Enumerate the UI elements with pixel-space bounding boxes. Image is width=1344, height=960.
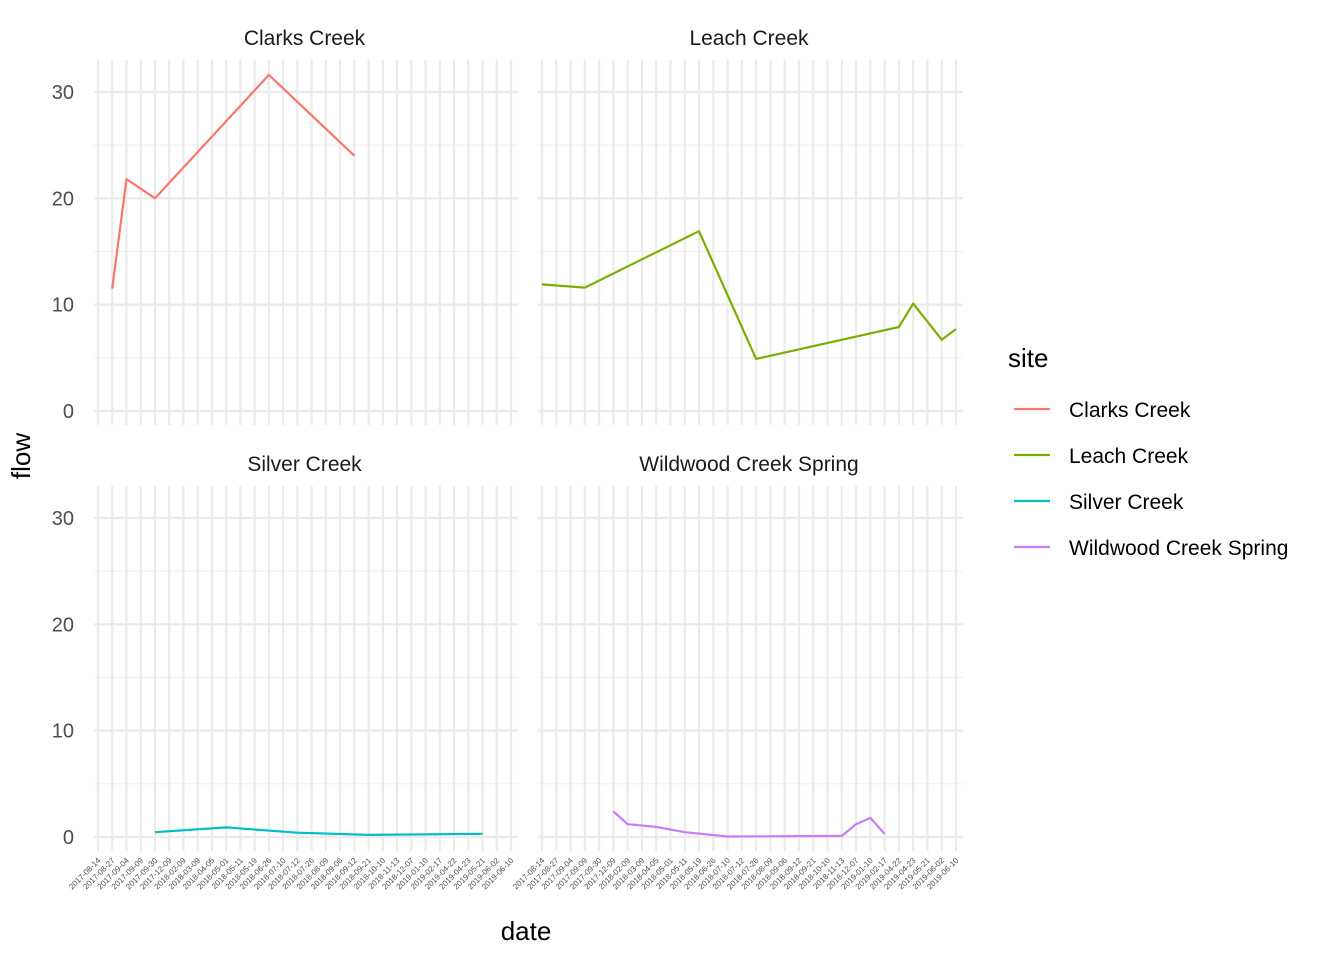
legend-label: Silver Creek bbox=[1069, 491, 1184, 514]
y-tick-label: 0 bbox=[63, 401, 74, 423]
legend-title: site bbox=[1008, 343, 1048, 373]
facet-title: Wildwood Creek Spring bbox=[639, 453, 858, 476]
facet-title: Leach Creek bbox=[689, 27, 809, 50]
y-tick-label: 20 bbox=[52, 614, 74, 636]
panel-silver-creek: Silver Creek01020302017-08-142017-08-272… bbox=[52, 453, 518, 891]
facet-title: Clarks Creek bbox=[244, 27, 366, 50]
panel-clarks-creek: Clarks Creek 0 10 20 30 bbox=[52, 27, 518, 425]
x-axis-title: date bbox=[501, 916, 552, 946]
y-tick-label: 30 bbox=[52, 82, 74, 104]
legend-label: Wildwood Creek Spring bbox=[1069, 537, 1288, 560]
panels: Clarks Creek 0 10 20 30 Leach Creek Silver Cre… bbox=[52, 27, 963, 891]
series-line bbox=[612, 810, 886, 838]
y-tick-label: 0 bbox=[63, 827, 74, 849]
legend: site Clarks Creek Leach Creek Silver Creek… bbox=[1008, 343, 1288, 560]
panel-leach-creek: Leach Creek bbox=[538, 27, 963, 425]
y-tick-label: 10 bbox=[52, 295, 74, 317]
y-axis-title: flow bbox=[6, 433, 36, 479]
series-line bbox=[541, 230, 957, 360]
series-line bbox=[111, 73, 356, 289]
y-tick-label: 10 bbox=[52, 721, 74, 743]
series-line bbox=[154, 826, 483, 837]
legend-label: Leach Creek bbox=[1069, 445, 1189, 468]
facet-title: Silver Creek bbox=[247, 453, 362, 476]
panel-wildwood-creek-spring: Wildwood Creek Spring2017-08-142017-08-2… bbox=[511, 453, 963, 891]
y-tick-label: 30 bbox=[52, 508, 74, 530]
y-tick-label: 20 bbox=[52, 188, 74, 210]
legend-label: Clarks Creek bbox=[1069, 399, 1191, 422]
